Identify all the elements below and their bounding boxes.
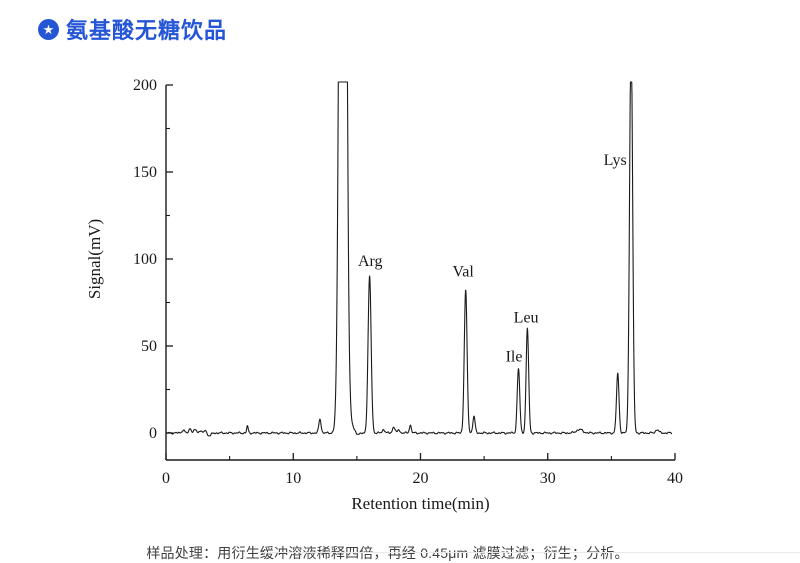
page-header: ★ 氨基酸无糖饮品 xyxy=(38,13,227,45)
y-tick-label: 100 xyxy=(133,251,157,268)
x-tick-label: 10 xyxy=(285,470,301,487)
x-tick-label: 30 xyxy=(540,470,556,487)
x-tick-label: 40 xyxy=(667,470,683,487)
chromatogram-plot: 0 50 100 150 200 0 10 20 30 40 Retention time(min)… xyxy=(85,77,683,513)
x-tick-label: 20 xyxy=(413,470,429,487)
y-tick-label: 0 xyxy=(149,425,157,442)
page-title: 氨基酸无糖饮品 xyxy=(66,18,228,43)
y-tick-label: 50 xyxy=(141,338,157,355)
badge-star-icon: ★ xyxy=(38,18,59,40)
chromatogram-trace xyxy=(166,81,673,437)
chromatogram-chart: 0 50 100 150 200 0 10 20 30 40 Retention time(min)… xyxy=(0,50,800,520)
x-tick-label: 0 xyxy=(162,470,170,487)
bottom-divider xyxy=(255,552,800,553)
peak-label-ile: Ile xyxy=(506,349,523,366)
peak-label-leu: Leu xyxy=(514,310,539,327)
y-tick-label: 200 xyxy=(133,77,157,94)
y-axis-label: Signal(mV) xyxy=(85,219,104,299)
peak-label-val: Val xyxy=(452,263,474,280)
peak-label-arg: Arg xyxy=(358,253,383,270)
peak-label-lys: Lys xyxy=(604,152,627,169)
x-axis-label: Retention time(min) xyxy=(351,494,489,513)
y-tick-label: 150 xyxy=(133,164,157,181)
sample-prep-caption: 样品处理：用衍生缓冲溶液稀释四倍，再经 0.45μm 滤膜过滤；衍生；分析。 xyxy=(146,545,629,561)
